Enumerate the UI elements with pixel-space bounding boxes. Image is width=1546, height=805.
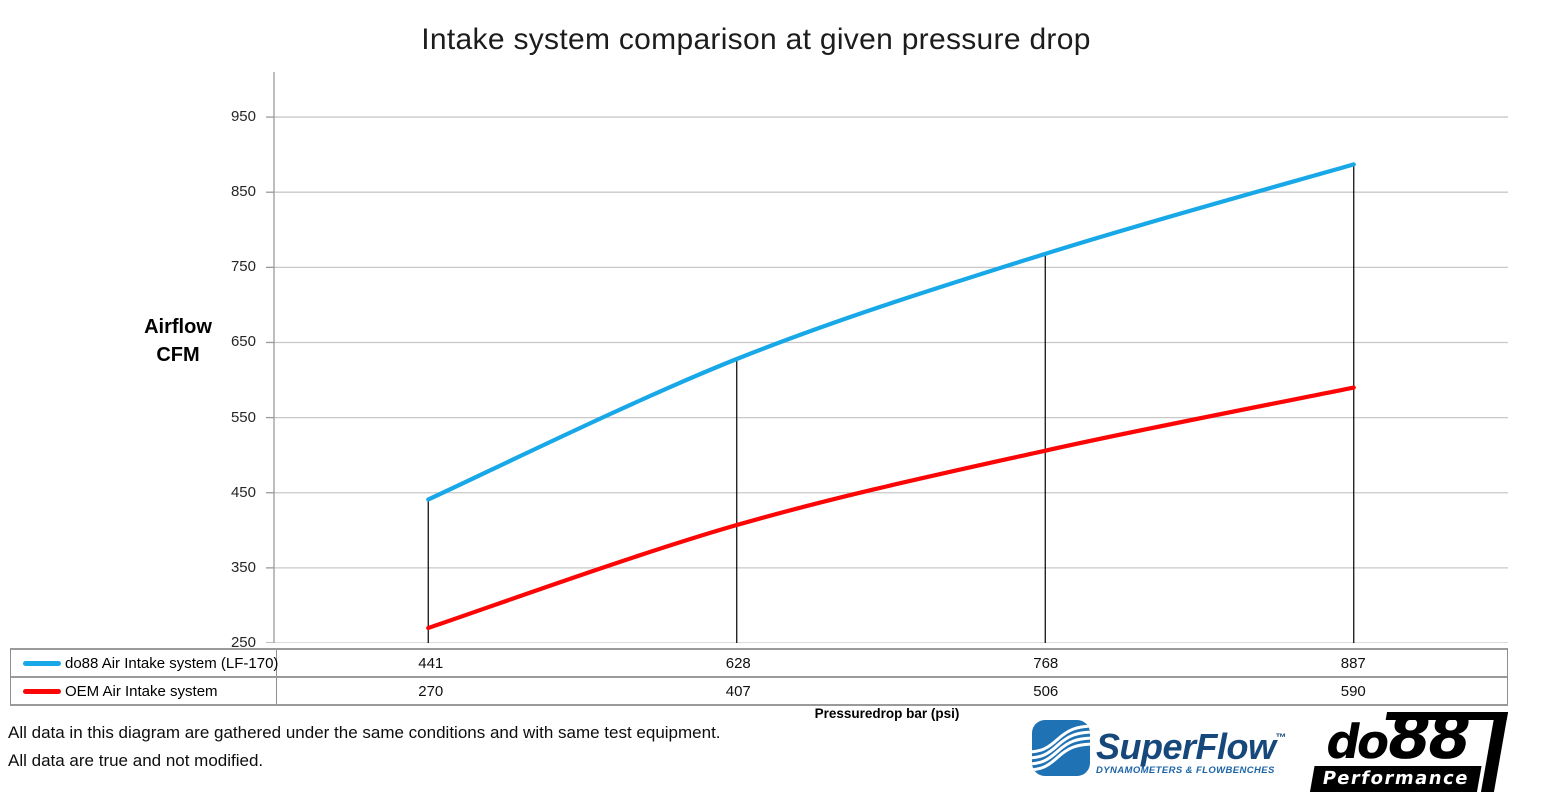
legend-cell-oem: OEM Air Intake system xyxy=(11,678,277,704)
do88-logo-right-bar xyxy=(1480,712,1509,792)
superflow-tagline: DYNAMOMETERS & FLOWBENCHES xyxy=(1096,765,1275,776)
table-cell: 407 xyxy=(725,682,751,700)
table-cell: 270 xyxy=(418,682,444,700)
series-label: OEM Air Intake system xyxy=(65,682,218,700)
footnote: All data in this diagram are gathered un… xyxy=(8,719,721,774)
series-line xyxy=(426,162,1356,502)
superflow-wave-icon xyxy=(1032,720,1090,776)
table-cell: 590 xyxy=(1340,682,1366,700)
table-row: OEM Air Intake system 270 407 506 590 xyxy=(11,678,1507,704)
y-tick-label: 450 xyxy=(230,483,256,501)
superflow-wordmark: SuperFlow™ xyxy=(1096,726,1287,767)
y-tick-label: 750 xyxy=(230,258,256,276)
table-row: do88 Air Intake system (LF-170) 441 628 … xyxy=(11,650,1507,678)
legend-table: do88 Air Intake system (LF-170) 441 628 … xyxy=(10,648,1508,706)
footnote-line1: All data in this diagram are gathered un… xyxy=(8,723,721,742)
table-cell: 628 xyxy=(725,654,751,672)
chart-svg xyxy=(266,72,1508,643)
do88-logo: do88 Performance xyxy=(1309,700,1509,792)
table-cell: 506 xyxy=(1033,682,1059,700)
y-tick-label: 250 xyxy=(230,634,256,651)
table-cell: 441 xyxy=(418,654,444,672)
table-cell: 887 xyxy=(1340,654,1366,672)
do88-performance-banner: Performance xyxy=(1309,766,1482,792)
trademark-symbol: ™ xyxy=(1275,732,1287,744)
y-axis-title-line1: Airflow xyxy=(144,316,212,338)
table-cell: 768 xyxy=(1033,654,1059,672)
y-tick-label: 650 xyxy=(230,333,256,351)
do88-tagline: Performance xyxy=(1320,768,1471,789)
y-tick-label: 550 xyxy=(230,408,256,426)
y-tick-label: 350 xyxy=(230,558,256,576)
y-tick-label: 950 xyxy=(230,108,256,126)
plot-area xyxy=(266,72,1508,643)
oem-line-swatch-icon xyxy=(23,688,61,694)
series-line xyxy=(426,385,1356,631)
footnote-line2: All data are true and not modified. xyxy=(8,750,264,770)
y-axis-title-line2: CFM xyxy=(156,344,200,366)
x-axis-title: Pressuredrop bar (psi) xyxy=(814,706,960,721)
legend-cell-do88: do88 Air Intake system (LF-170) xyxy=(11,650,279,676)
y-axis-title: Airflow CFM xyxy=(116,313,240,369)
chart-title: Intake system comparison at given pressu… xyxy=(421,23,1091,56)
do88-line-swatch-icon xyxy=(23,660,61,666)
y-tick-label: 850 xyxy=(230,183,256,201)
superflow-logo: SuperFlow™ DYNAMOMETERS & FLOWBENCHES xyxy=(1032,718,1287,780)
do88-wordmark: do88 xyxy=(1321,700,1475,773)
series-label: do88 Air Intake system (LF-170) xyxy=(65,654,279,672)
